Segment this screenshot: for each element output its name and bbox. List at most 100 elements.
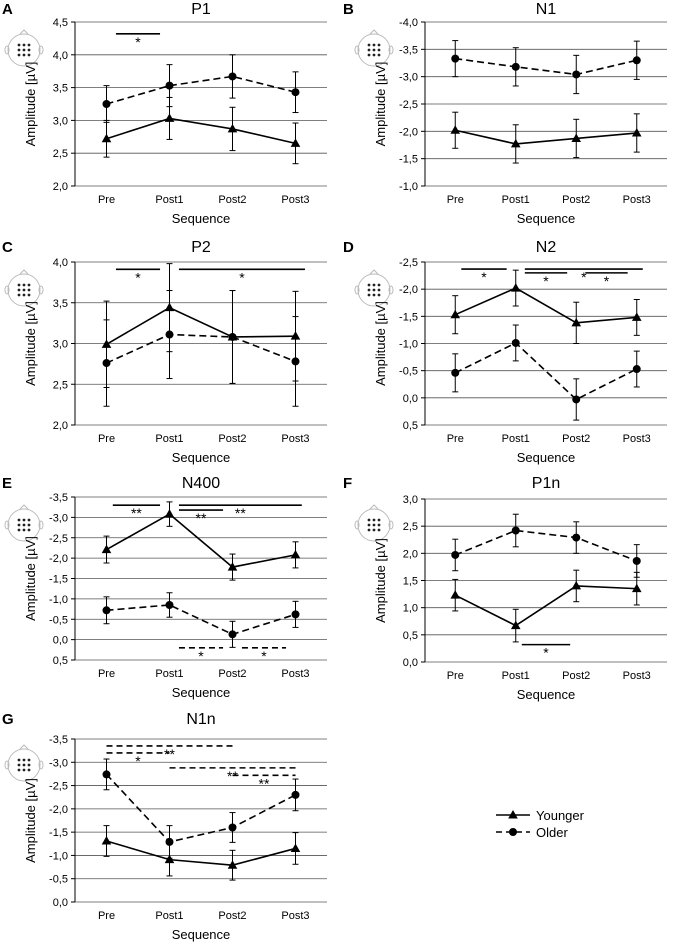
series-younger xyxy=(101,263,301,389)
data-point xyxy=(450,309,461,319)
electrode-dot xyxy=(367,288,371,292)
electrode-dot xyxy=(372,53,376,57)
head-ear-left xyxy=(4,520,10,530)
significance-star: * xyxy=(135,269,141,285)
y-tick-label: 0,0 xyxy=(403,393,418,405)
series-older xyxy=(102,758,300,859)
electrode-dot xyxy=(377,53,381,57)
head-nose xyxy=(19,29,29,35)
electrode-dot xyxy=(17,48,21,52)
data-point xyxy=(631,583,642,593)
electrode-dot xyxy=(22,48,26,52)
head-ear-right xyxy=(38,520,44,530)
electrode-dot xyxy=(27,758,31,762)
data-point xyxy=(571,580,582,590)
electrode-dot xyxy=(22,523,26,527)
electrode-dot xyxy=(22,283,26,287)
data-point xyxy=(102,100,111,108)
x-tick-label: Pre xyxy=(98,194,115,206)
electrode-head-icon xyxy=(354,269,394,307)
y-tick-label: 0,0 xyxy=(403,657,418,669)
y-tick-label: -0,5 xyxy=(49,874,68,886)
electrode-dot xyxy=(17,763,21,767)
y-tick-label: -3,0 xyxy=(49,512,68,524)
head-ear-left xyxy=(4,760,10,770)
electrode-dot xyxy=(367,518,371,522)
data-point xyxy=(290,549,301,559)
x-axis-label: Sequence xyxy=(517,211,576,226)
y-tick-label: 3,0 xyxy=(53,115,68,127)
electrode-dot xyxy=(17,528,21,532)
panel-b: B N1 -4,0 -3,5 -3,0 -2,5 -2,0 -1,5 -1,0 Pre Post1 P… xyxy=(343,1,667,226)
series-line xyxy=(106,513,296,568)
x-tick-label: Post3 xyxy=(281,433,309,445)
head-nose xyxy=(369,29,379,35)
y-tick-label: -0,5 xyxy=(49,614,68,626)
data-point xyxy=(165,81,174,90)
x-tick-label: Post1 xyxy=(155,433,183,445)
y-tick-label: -1,5 xyxy=(399,311,418,323)
panel-label: D xyxy=(343,239,354,256)
electrode-dot xyxy=(22,763,26,767)
series-line xyxy=(455,57,637,76)
x-tick-label: Post2 xyxy=(218,433,246,445)
electrode-dot xyxy=(22,53,26,57)
data-point xyxy=(451,368,460,377)
x-tick-label: Post1 xyxy=(502,433,530,445)
data-point xyxy=(572,70,581,79)
electrode-head-icon xyxy=(4,29,44,67)
panel-c: C P2 2,0 2,5 3,0 3,5 4,0 Pre Post1 Post2 Post3 Sequ… xyxy=(2,239,327,465)
panel-f: F P1n 0,0 0,5 1,0 1,5 2,0 2,5 3,0 Pre Post1 Post2 Po… xyxy=(343,475,667,702)
data-point xyxy=(228,823,237,832)
series-line xyxy=(105,773,296,843)
y-tick-label: 3,0 xyxy=(403,494,418,506)
significance-star: * xyxy=(481,269,487,285)
x-tick-label: Post1 xyxy=(502,670,530,682)
chart-title: N1n xyxy=(186,711,215,728)
significance-star: ** xyxy=(196,510,207,526)
x-tick-label: Post3 xyxy=(623,194,651,206)
y-tick-label: -3,5 xyxy=(49,492,68,504)
head-nose xyxy=(369,504,379,510)
electrode-dot xyxy=(17,293,21,297)
electrode-dot xyxy=(27,293,31,297)
electrode-dot xyxy=(377,43,381,47)
electrode-head-icon xyxy=(354,29,394,67)
x-tick-label: Pre xyxy=(447,194,464,206)
data-point xyxy=(632,56,641,65)
data-point xyxy=(227,123,238,133)
series-line xyxy=(106,117,296,145)
legend-label-older: Older xyxy=(536,825,568,840)
series-line xyxy=(106,306,296,346)
x-tick-label: Post1 xyxy=(155,910,183,922)
data-point xyxy=(102,359,111,368)
series-line xyxy=(454,341,638,401)
legend-label-younger: Younger xyxy=(536,808,585,823)
legend: Younger Older xyxy=(496,808,585,840)
panel-label: A xyxy=(2,1,13,18)
electrode-dot xyxy=(367,48,371,52)
y-tick-label: 0,0 xyxy=(53,897,68,909)
data-point xyxy=(631,127,642,137)
data-point xyxy=(228,72,237,81)
electrode-dot xyxy=(377,283,381,287)
significance-star: * xyxy=(581,269,587,285)
data-point xyxy=(451,54,460,63)
electrode-dot xyxy=(377,48,381,52)
chart-title: N1 xyxy=(536,1,557,18)
y-tick-label: -1,5 xyxy=(49,827,68,839)
electrode-dot xyxy=(372,288,376,292)
head-ear-right xyxy=(388,45,394,55)
y-tick-label: 1,5 xyxy=(403,576,418,588)
y-tick-label: -2,0 xyxy=(399,284,418,296)
electrode-dot xyxy=(17,288,21,292)
electrode-dot xyxy=(17,768,21,772)
electrode-dot xyxy=(22,528,26,532)
head-ear-left xyxy=(354,45,360,55)
x-tick-label: Post1 xyxy=(155,194,183,206)
series-line xyxy=(106,333,296,364)
electrode-dot xyxy=(367,43,371,47)
y-tick-label: 3,5 xyxy=(53,298,68,310)
data-point xyxy=(101,544,112,554)
electrode-dot xyxy=(27,48,31,52)
